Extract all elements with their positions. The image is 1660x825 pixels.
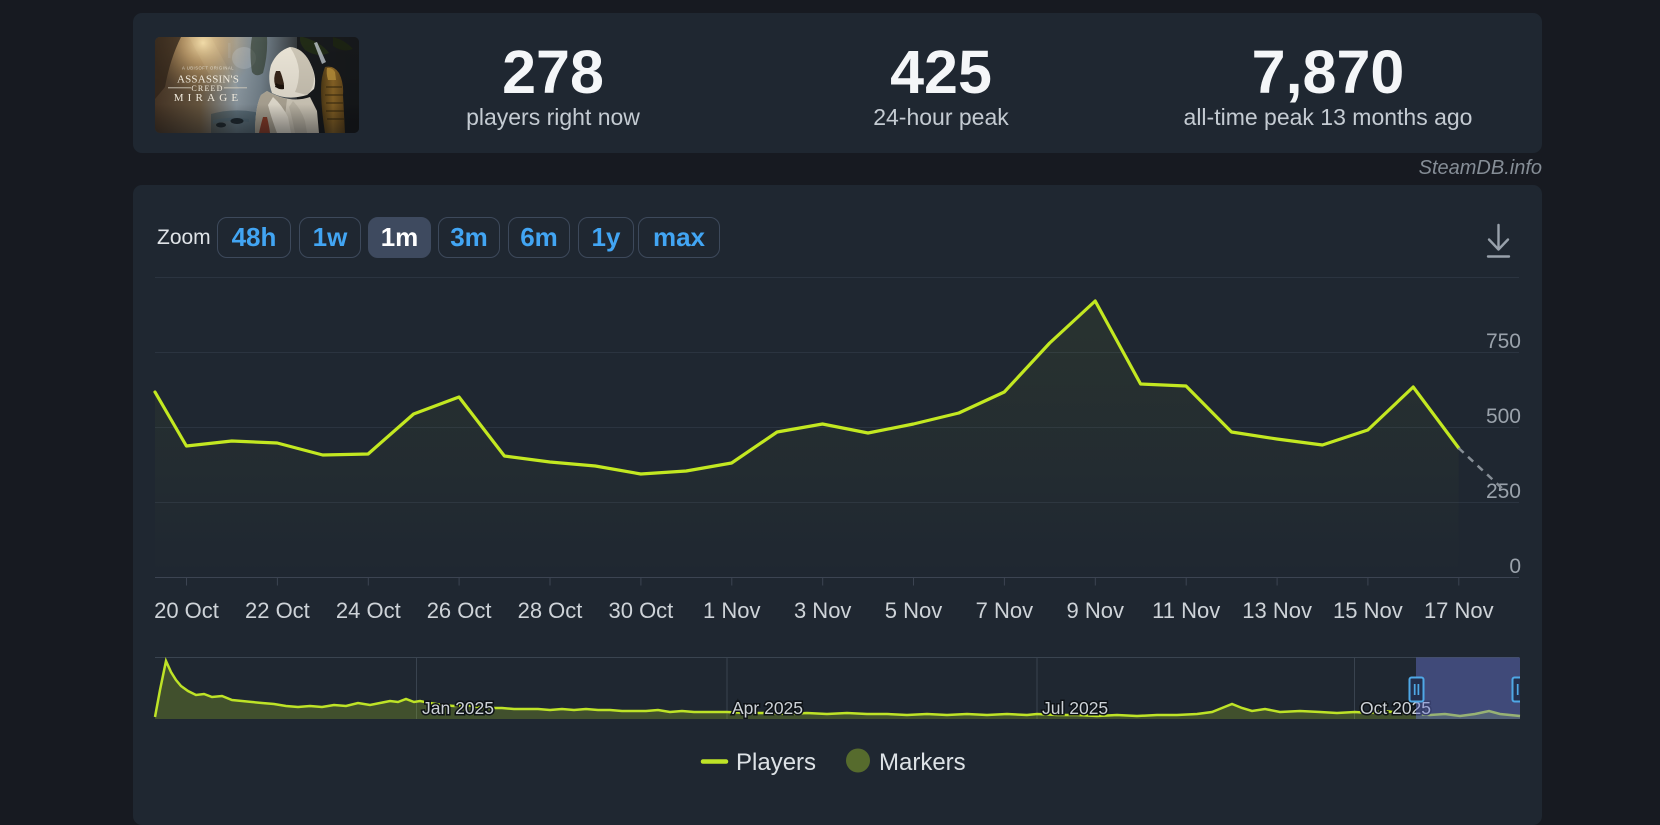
svg-text:ASSASSIN'S: ASSASSIN'S bbox=[177, 74, 239, 86]
svg-text:11 Nov: 11 Nov bbox=[1152, 598, 1220, 623]
svg-text:5 Nov: 5 Nov bbox=[885, 598, 942, 623]
svg-text:CREED: CREED bbox=[191, 84, 223, 93]
svg-text:750: 750 bbox=[1486, 330, 1521, 353]
svg-text:15 Nov: 15 Nov bbox=[1333, 598, 1403, 623]
svg-text:9 Nov: 9 Nov bbox=[1067, 598, 1124, 623]
svg-text:500: 500 bbox=[1486, 405, 1521, 428]
svg-text:20 Oct: 20 Oct bbox=[154, 598, 219, 623]
svg-text:Players: Players bbox=[736, 749, 816, 776]
svg-text:3 Nov: 3 Nov bbox=[794, 598, 851, 623]
svg-text:17 Nov: 17 Nov bbox=[1424, 598, 1494, 623]
svg-text:26 Oct: 26 Oct bbox=[427, 598, 492, 623]
svg-text:22 Oct: 22 Oct bbox=[245, 598, 310, 623]
svg-text:24 Oct: 24 Oct bbox=[336, 598, 401, 623]
svg-text:A UBISOFT ORIGINAL: A UBISOFT ORIGINAL bbox=[182, 66, 234, 71]
svg-text:30 Oct: 30 Oct bbox=[608, 598, 673, 623]
svg-text:1 Nov: 1 Nov bbox=[703, 598, 760, 623]
svg-text:Markers: Markers bbox=[879, 749, 966, 776]
svg-text:Jan 2025: Jan 2025 bbox=[422, 698, 494, 718]
svg-text:250: 250 bbox=[1486, 480, 1521, 503]
svg-text:13 Nov: 13 Nov bbox=[1242, 598, 1312, 623]
svg-text:Apr 2025: Apr 2025 bbox=[732, 698, 803, 718]
svg-text:0: 0 bbox=[1509, 555, 1521, 578]
svg-text:Jul 2025: Jul 2025 bbox=[1042, 698, 1108, 718]
svg-text:MIRAGE: MIRAGE bbox=[174, 92, 243, 104]
svg-text:7 Nov: 7 Nov bbox=[976, 598, 1033, 623]
svg-text:28 Oct: 28 Oct bbox=[518, 598, 583, 623]
